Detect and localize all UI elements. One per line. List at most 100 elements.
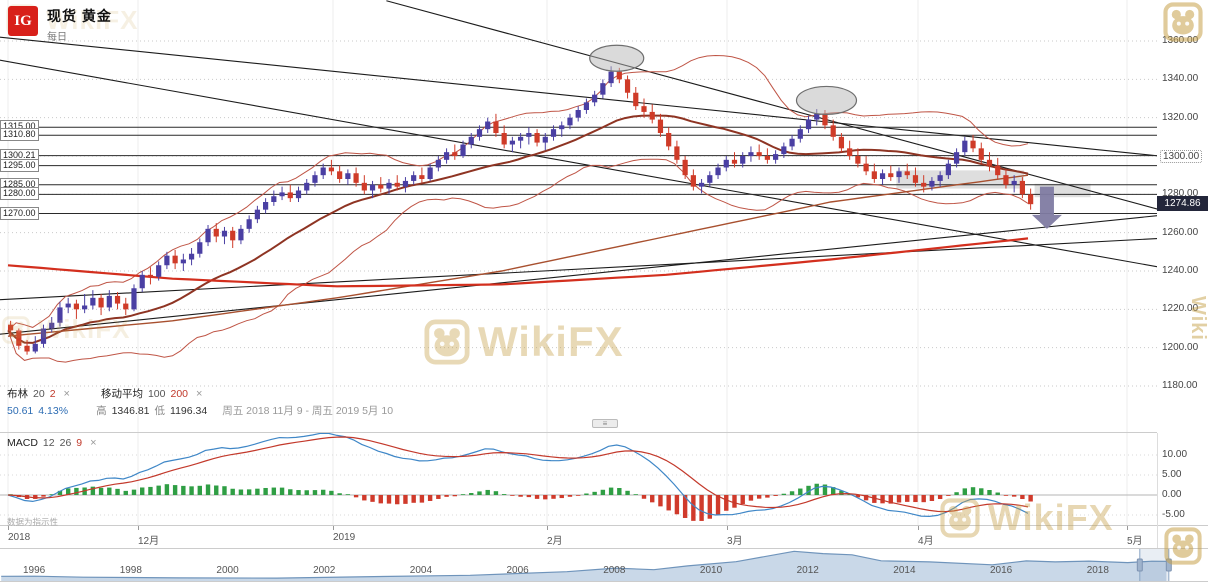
macd-axis-label: 5.00	[1162, 469, 1182, 480]
price-axis-label: 1280.00	[1162, 188, 1199, 200]
interval-label[interactable]: 每日	[47, 32, 67, 43]
high-value: 1346.81	[111, 404, 150, 417]
candle-body	[1011, 180, 1017, 185]
bollinger-mid-line	[7, 114, 1029, 344]
macd-histogram-bar	[855, 495, 861, 498]
candle-body	[312, 175, 318, 183]
bollinger-deviation-value: 2	[49, 387, 56, 400]
macd-histogram-bar	[798, 488, 803, 495]
price-level-label: 1270.00	[0, 206, 39, 220]
macd-histogram-bar	[485, 489, 490, 495]
macd-histogram-bar	[320, 489, 326, 495]
candle-body	[723, 159, 729, 168]
candle-body	[16, 330, 22, 346]
x-axis-label: 5月	[1127, 536, 1143, 547]
macd-histogram-bar	[872, 495, 877, 503]
candle-body	[978, 148, 984, 160]
annotation-ellipse	[795, 85, 858, 116]
candle-body	[805, 119, 812, 130]
ma-remove-button[interactable]: ×	[196, 387, 203, 400]
navigator-handle[interactable]	[1136, 558, 1143, 572]
macd-histogram-bar	[551, 495, 556, 499]
macd-histogram-bar	[362, 495, 367, 501]
price-axis-label: 1200.00	[1162, 341, 1199, 353]
macd-histogram-bar	[896, 495, 902, 503]
macd-histogram-bar	[214, 485, 219, 495]
candle-body	[271, 196, 277, 202]
macd-remove-button[interactable]: ×	[90, 437, 97, 449]
macd-histogram-bar	[205, 484, 211, 495]
ma-200-line	[7, 237, 1029, 288]
timeline-navigator-divider	[0, 548, 1208, 549]
candle-body	[756, 152, 762, 156]
candle-body	[246, 219, 252, 229]
candle-body	[789, 138, 795, 147]
price-axis[interactable]: 1360.00 1340.00 1320.00 1300.00 1280.00 1260.…	[1157, 0, 1208, 433]
macd-histogram-bar	[493, 491, 499, 495]
macd-histogram-bar	[913, 495, 918, 503]
macd-histogram-bar	[164, 484, 170, 495]
candle-body	[485, 121, 491, 130]
candle-body	[254, 209, 260, 220]
macd-histogram-bar	[98, 487, 104, 495]
macd-histogram-bar	[370, 495, 375, 502]
macd-legend-row: MACD 12 26 9 ×	[7, 437, 100, 449]
macd-histogram-bar	[263, 487, 268, 495]
candle-body	[797, 129, 803, 139]
candle-body	[427, 167, 433, 179]
candle-body	[263, 202, 269, 210]
macd-histogram-bar	[575, 495, 581, 496]
macd-histogram-bar	[329, 490, 334, 495]
macd-histogram-bar	[691, 495, 696, 521]
macd-histogram-bar	[436, 495, 441, 499]
candle-body	[657, 119, 664, 133]
macd-indicator-label[interactable]: MACD	[7, 437, 38, 449]
navigator-handle[interactable]	[1165, 558, 1172, 572]
x-axis-tick	[547, 526, 548, 530]
macd-histogram-bar	[567, 495, 573, 497]
macd-timeline-divider	[0, 525, 1208, 526]
candle-body	[995, 165, 1001, 176]
candle-body	[814, 113, 820, 120]
x-axis-label: 4月	[918, 536, 934, 547]
navigator-selection[interactable]	[1139, 548, 1170, 582]
macd-panel-canvas[interactable]	[0, 433, 1160, 525]
bollinger-indicator-label[interactable]: 布林	[7, 388, 28, 400]
candle-body	[123, 303, 129, 310]
candle-body	[49, 322, 55, 329]
candle-body	[172, 255, 178, 264]
candle-body	[518, 136, 524, 141]
macd-histogram-bar	[921, 495, 926, 503]
ma-indicator-label[interactable]: 移动平均	[100, 388, 143, 400]
macd-histogram-bar	[822, 484, 828, 495]
candle-body	[550, 129, 557, 137]
macd-axis-label: -5.00	[1162, 509, 1185, 520]
macd-histogram-bar	[748, 495, 754, 501]
candle-body	[443, 152, 450, 160]
candle-body	[411, 175, 417, 181]
macd-histogram-bar	[148, 486, 153, 495]
candle-body	[953, 152, 960, 164]
macd-histogram-bar	[592, 491, 597, 495]
candle-body	[698, 182, 705, 187]
macd-slow-value: 26	[59, 437, 72, 449]
macd-histogram-bar	[534, 495, 540, 499]
macd-histogram-bar	[411, 495, 416, 503]
candle-body	[731, 159, 738, 164]
macd-histogram-bar	[995, 492, 1000, 495]
bollinger-remove-button[interactable]: ×	[63, 387, 70, 400]
x-axis-tick	[1127, 526, 1128, 530]
candle-body	[649, 111, 655, 120]
ig-logo: IG	[8, 6, 38, 36]
macd-histogram-bar	[724, 495, 729, 511]
candle-body	[583, 102, 590, 110]
main-chart-canvas[interactable]	[0, 0, 1160, 432]
candle-body	[205, 228, 211, 243]
macd-histogram-bar	[255, 488, 260, 495]
macd-histogram-bar	[773, 495, 778, 496]
candle-body	[460, 144, 466, 156]
candle-body	[740, 156, 746, 164]
candle-body	[674, 146, 680, 160]
candle-body	[666, 133, 672, 147]
panel-collapse-handle[interactable]: ≡	[592, 419, 618, 428]
